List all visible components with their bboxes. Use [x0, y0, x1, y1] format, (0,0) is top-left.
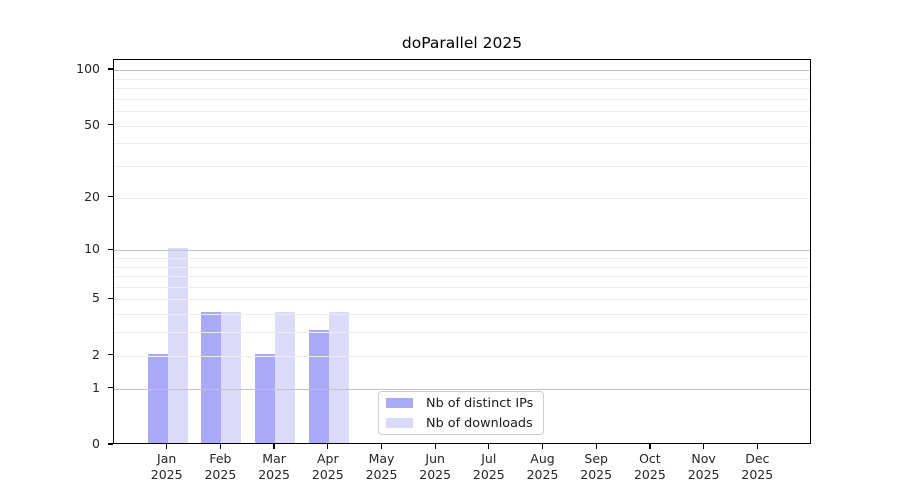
- gridline-minor: [114, 266, 810, 268]
- legend-item: Nb of downloads: [379, 415, 543, 432]
- plot-area: [113, 59, 811, 444]
- y-tick-label: 100: [76, 61, 100, 76]
- y-tick: [108, 387, 113, 389]
- gridline-minor: [114, 355, 810, 357]
- bar-nb-of-downloads-jan: [167, 248, 188, 443]
- y-tick-label: 5: [92, 290, 100, 306]
- y-tick: [108, 248, 113, 250]
- x-tick: [541, 444, 544, 449]
- x-tick-label: Dec 2025: [741, 451, 774, 482]
- y-tick-label: 2: [92, 346, 100, 362]
- legend-swatch-nb-of-downloads: [386, 418, 413, 428]
- legend-swatch-nb-of-distinct-ips: [386, 398, 413, 408]
- y-tick: [108, 195, 113, 198]
- x-tick: [595, 444, 597, 449]
- gridline-minor: [114, 87, 810, 89]
- x-tick-label: Aug 2025: [526, 451, 559, 482]
- bar-nb-of-distinct-ips-apr: [308, 330, 329, 443]
- grid-layer: [114, 60, 810, 443]
- x-tick: [434, 444, 436, 449]
- gridline-minor: [114, 314, 810, 316]
- legend: Nb of distinct IPs Nb of downloads: [378, 391, 544, 435]
- x-tick: [488, 444, 490, 449]
- x-tick: [380, 444, 383, 449]
- y-tick: [108, 354, 113, 356]
- x-tick: [702, 444, 705, 449]
- y-tick: [108, 297, 113, 300]
- x-tick-label: Jun 2025: [419, 451, 452, 482]
- x-tick: [219, 444, 222, 449]
- x-tick-label: May 2025: [365, 451, 398, 482]
- x-tick-label: Feb 2025: [204, 451, 237, 482]
- gridline-major: [114, 388, 810, 390]
- chart-title: doParallel 2025: [401, 34, 523, 52]
- x-tick: [273, 444, 275, 449]
- x-tick: [756, 444, 758, 449]
- x-tick: [649, 444, 651, 449]
- x-tick-label: Oct 2025: [633, 451, 666, 482]
- bar-nb-of-distinct-ips-jan: [147, 353, 168, 443]
- gridline-major: [114, 250, 810, 252]
- legend-label: Nb of downloads: [426, 415, 533, 431]
- bar-nb-of-downloads-feb: [221, 312, 242, 443]
- x-tick-label: Jul 2025: [472, 451, 505, 482]
- gridline-minor: [114, 125, 810, 127]
- x-tick-label: Apr 2025: [311, 451, 344, 482]
- y-tick: [108, 68, 113, 70]
- y-tick-label: 1: [92, 379, 100, 395]
- x-tick-label: Nov 2025: [687, 451, 720, 482]
- x-tick-label: Mar 2025: [258, 451, 290, 482]
- gridline-minor: [114, 143, 810, 145]
- bars-layer: [114, 60, 810, 443]
- bar-nb-of-downloads-mar: [275, 312, 296, 443]
- x-tick-label: Jan 2025: [150, 451, 183, 482]
- x-tick: [327, 444, 329, 449]
- gridline-minor: [114, 78, 810, 80]
- y-tick-label: 0: [92, 436, 100, 451]
- gridline-minor: [114, 257, 810, 259]
- x-tick-label: Sep 2025: [580, 451, 613, 482]
- gridline-minor: [114, 197, 810, 199]
- gridline-major: [114, 70, 810, 71]
- gridline-minor: [114, 166, 810, 167]
- gridline-minor: [114, 299, 810, 301]
- bar-nb-of-distinct-ips-mar: [255, 353, 276, 443]
- x-tick: [166, 444, 168, 449]
- bar-nb-of-distinct-ips-feb: [201, 312, 222, 443]
- y-tick: [108, 123, 113, 126]
- gridline-minor: [114, 276, 810, 277]
- y-tick-label: 10: [84, 241, 100, 257]
- gridline-minor: [114, 111, 810, 112]
- bar-nb-of-downloads-apr: [328, 312, 349, 443]
- legend-item: Nb of distinct IPs: [379, 395, 543, 412]
- y-tick-label: 20: [84, 188, 100, 204]
- y-tick-label: 50: [84, 116, 100, 132]
- legend-label: Nb of distinct IPs: [426, 395, 534, 411]
- gridline-minor: [114, 332, 810, 334]
- y-tick: [108, 443, 113, 445]
- gridline-minor: [114, 286, 810, 288]
- gridline-minor: [114, 98, 810, 100]
